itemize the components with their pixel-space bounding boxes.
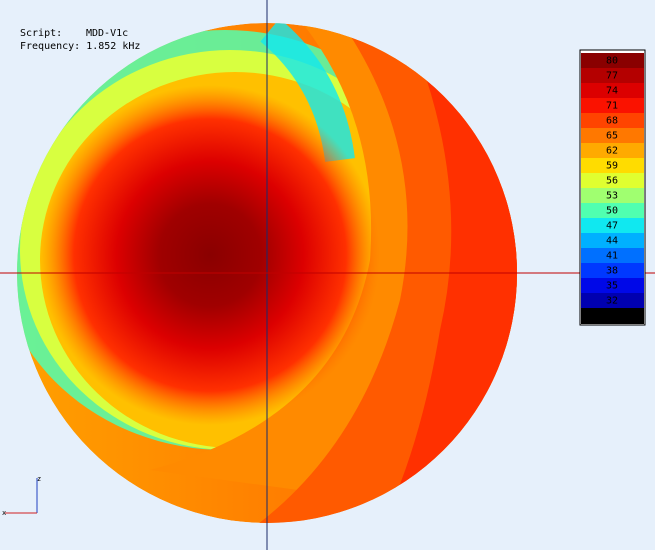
colorbar-swatch bbox=[581, 263, 644, 278]
colorbar-label: 53 bbox=[606, 191, 618, 202]
frequency: Frequency: 1.852 kHz bbox=[20, 41, 140, 52]
colorbar-label: 32 bbox=[606, 296, 618, 307]
colorbar-label: 56 bbox=[606, 176, 618, 187]
field-map bbox=[17, 23, 517, 523]
script-name: MDD-V1c bbox=[86, 28, 128, 39]
colorbar-swatch bbox=[581, 233, 644, 248]
colorbar-label: 62 bbox=[606, 146, 618, 157]
colorbar-swatch bbox=[581, 158, 644, 173]
colorbar-label: 44 bbox=[606, 236, 618, 247]
colorbar-swatch bbox=[581, 143, 644, 158]
colorbar-swatch bbox=[581, 83, 644, 98]
script-label: Script: bbox=[20, 28, 62, 39]
colorbar-label: 41 bbox=[606, 251, 618, 262]
colorbar-label: 80 bbox=[606, 56, 618, 67]
colorbar-label: 77 bbox=[606, 71, 618, 82]
colorbar-swatch bbox=[581, 128, 644, 143]
colorbar-swatch bbox=[581, 293, 644, 308]
colorbar-swatch bbox=[581, 98, 644, 113]
colorbar-label: 35 bbox=[606, 281, 618, 292]
colorbar-swatch bbox=[581, 53, 644, 68]
colorbar: 80 77 74 71 68 65 62 59 56 53 50 47 44 41 38 35 32 bbox=[579, 49, 646, 326]
colorbar-label: 74 bbox=[606, 86, 618, 97]
colorbar-label: 50 bbox=[606, 206, 618, 217]
colorbar-swatch bbox=[581, 173, 644, 188]
colorbar-swatch bbox=[581, 203, 644, 218]
axis-label-x: x bbox=[2, 509, 6, 517]
axis-label-z: z bbox=[37, 475, 41, 483]
colorbar-swatch bbox=[581, 248, 644, 263]
colorbar-label: 65 bbox=[606, 131, 618, 142]
colorbar-label: 59 bbox=[606, 161, 618, 172]
colorbar-swatch bbox=[581, 113, 644, 128]
colorbar-below bbox=[581, 308, 644, 324]
colorbar-swatch bbox=[581, 218, 644, 233]
colorbar-label: 71 bbox=[606, 101, 618, 112]
colorbar-swatch bbox=[581, 278, 644, 293]
colorbar-label: 68 bbox=[606, 116, 618, 127]
colorbar-swatch bbox=[581, 188, 644, 203]
colorbar-label: 47 bbox=[606, 221, 618, 232]
colorbar-label: 38 bbox=[606, 266, 618, 277]
colorbar-swatch bbox=[581, 68, 644, 83]
